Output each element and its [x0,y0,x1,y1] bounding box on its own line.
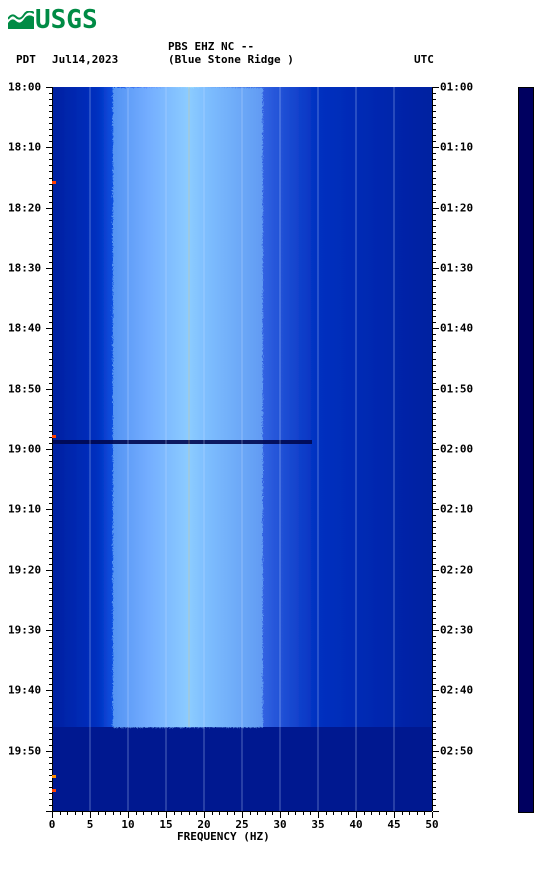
y-tick-right: 01:30 [440,262,473,275]
chart-title-line1: PBS EHZ NC -- [168,40,254,53]
date-label: Jul14,2023 [52,53,118,66]
y-tick-left: 19:40 [8,684,41,697]
left-ruler [46,87,53,811]
y-tick-left: 18:00 [8,81,41,94]
y-tick-right: 02:10 [440,503,473,516]
x-tick: 40 [349,818,362,831]
x-tick: 35 [311,818,324,831]
y-tick-right: 02:00 [440,443,473,456]
spectrogram-plot [52,87,432,811]
event-marker [52,181,56,184]
x-tick: 10 [121,818,134,831]
y-tick-left: 19:50 [8,744,41,757]
usgs-logo: USGS [8,5,98,35]
event-marker [52,435,56,438]
y-tick-left: 18:40 [8,322,41,335]
y-tick-left: 18:10 [8,141,41,154]
y-tick-right: 01:20 [440,201,473,214]
y-tick-left: 18:50 [8,382,41,395]
tz-left-label: PDT [16,53,36,66]
y-tick-right: 01:40 [440,322,473,335]
x-tick: 5 [87,818,94,831]
y-tick-right: 01:00 [440,81,473,94]
y-tick-right: 02:20 [440,563,473,576]
event-marker [52,789,56,792]
tz-right-label: UTC [414,53,434,66]
x-axis-label: FREQUENCY (HZ) [177,830,270,843]
y-tick-right: 01:50 [440,382,473,395]
y-tick-right: 02:40 [440,684,473,697]
y-tick-right: 02:50 [440,744,473,757]
y-tick-right: 01:10 [440,141,473,154]
x-tick: 50 [425,818,438,831]
bottom-ruler [52,811,432,818]
wave-icon [8,11,34,29]
event-marker [52,775,56,778]
right-ruler [432,87,439,811]
y-tick-right: 02:30 [440,624,473,637]
x-tick: 30 [273,818,286,831]
colorbar [518,87,534,813]
logo-text: USGS [35,5,98,35]
y-tick-left: 19:20 [8,563,41,576]
x-tick: 0 [49,818,56,831]
chart-title-line2: (Blue Stone Ridge ) [168,53,294,66]
y-tick-left: 18:20 [8,201,41,214]
y-tick-left: 19:10 [8,503,41,516]
y-tick-left: 19:00 [8,443,41,456]
y-tick-left: 18:30 [8,262,41,275]
x-tick: 15 [159,818,172,831]
y-tick-left: 19:30 [8,624,41,637]
x-tick: 45 [387,818,400,831]
